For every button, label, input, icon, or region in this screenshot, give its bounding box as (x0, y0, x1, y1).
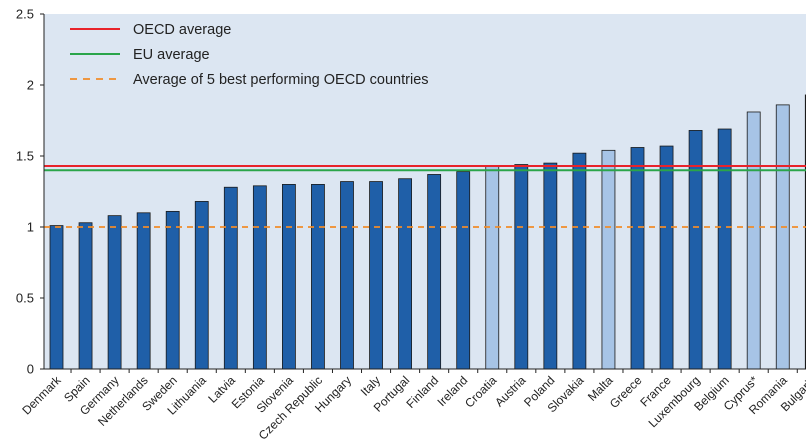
bar-cyprus (746, 111, 761, 370)
legend-label: Average of 5 best performing OECD countr… (133, 72, 429, 88)
bars-group (49, 94, 806, 370)
x-tick-label: Croatia (462, 373, 499, 410)
y-tick-label: 2.5 (16, 7, 34, 22)
bar-austria (514, 164, 529, 370)
x-axis-labels: DenmarkSpainGermanyNetherlandsSwedenLith… (19, 369, 806, 443)
bar-france (659, 145, 674, 370)
bar-hungary (340, 181, 354, 370)
bar-latvia (223, 186, 238, 370)
bar-ireland (456, 171, 471, 370)
bar-malta (601, 149, 616, 370)
bar-denmark (49, 225, 64, 370)
bar-romania (775, 104, 790, 370)
x-tick-label: Denmark (19, 373, 64, 418)
y-axis: 0 0.5 1 1.5 2 2.5 (16, 7, 45, 377)
bar-estonia (252, 185, 267, 370)
y-tick-label: 1 (27, 220, 34, 235)
y-tick-label: 1.5 (16, 149, 34, 164)
bar-finland (427, 174, 442, 370)
bar-poland (543, 162, 558, 370)
x-tick-label: Finland (404, 373, 442, 411)
legend: OECD average EU average Average of 5 best … (70, 22, 429, 88)
bar-croatia (485, 165, 500, 370)
bar-slovakia (572, 152, 587, 370)
y-tick-label: 0.5 (16, 291, 34, 306)
bar-spain (78, 222, 93, 370)
x-tick-label: Austria (492, 373, 529, 410)
legend-label: EU average (133, 47, 210, 63)
reference-lines-group (44, 164, 806, 228)
bar-czech-republic (311, 183, 325, 370)
x-tick-label: Greece (607, 373, 645, 411)
bar-netherlands (136, 212, 151, 370)
bar-sweden (165, 210, 180, 370)
bar-greece (630, 147, 645, 370)
bar-germany (107, 215, 122, 370)
y-tick-label: 0 (27, 362, 34, 377)
y-tick-label: 2 (27, 78, 34, 93)
bar-slovenia (281, 183, 296, 370)
bar-portugal (398, 178, 413, 370)
bar-italy (369, 181, 383, 370)
legend-label: OECD average (133, 22, 231, 38)
